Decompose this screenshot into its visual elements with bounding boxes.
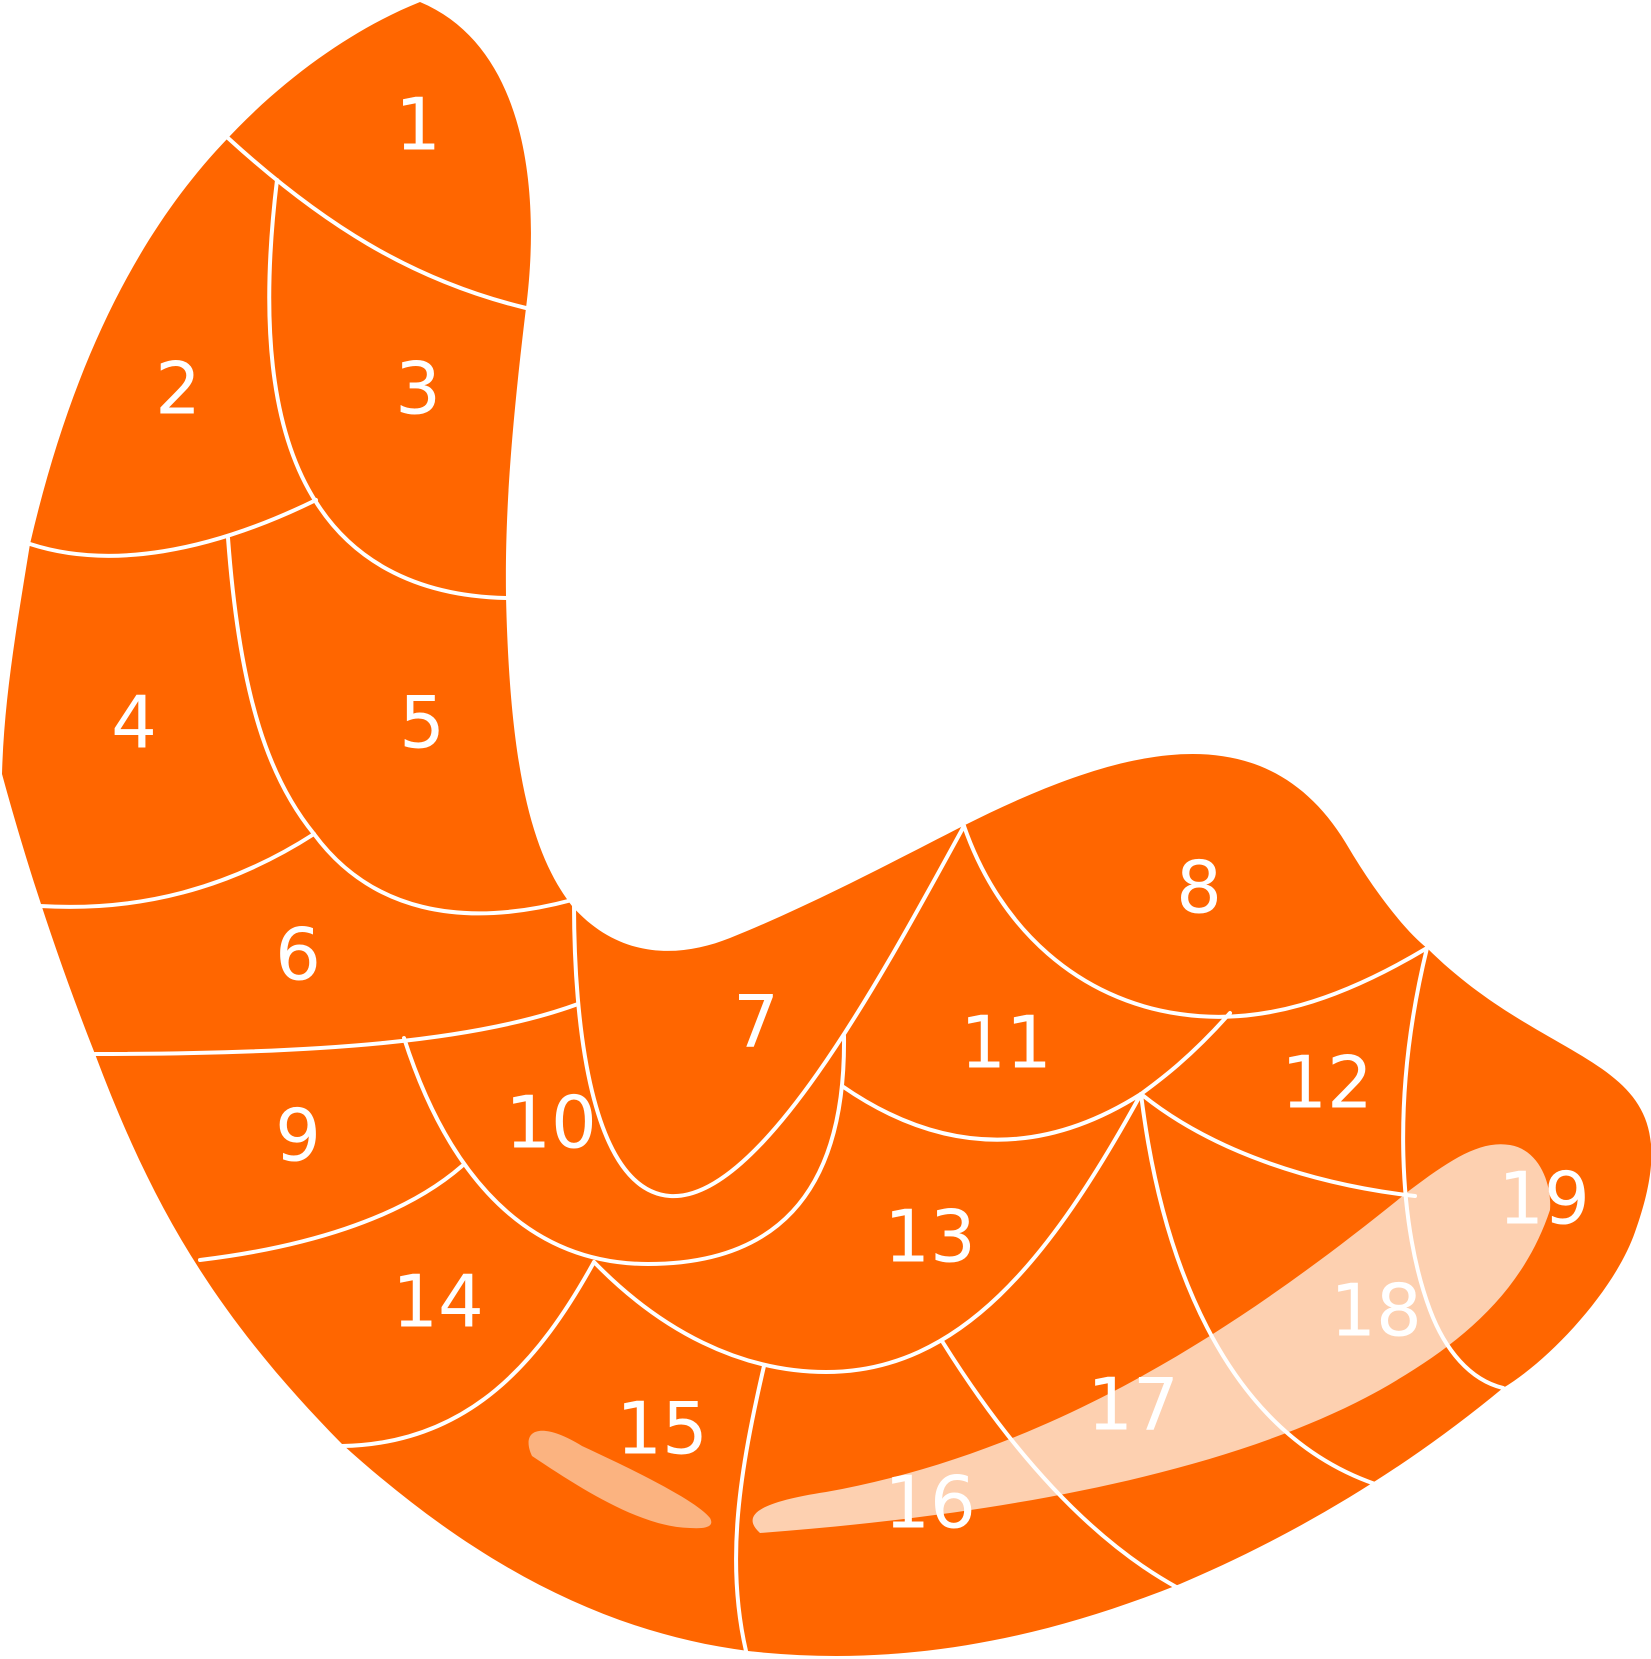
region-label-12: 12 <box>1281 1041 1373 1125</box>
boundary-8-11 <box>962 824 1429 1019</box>
boundary-16-17 <box>940 1339 1180 1590</box>
region-label-10: 10 <box>505 1081 597 1165</box>
boundary-11-13 <box>840 1084 1143 1142</box>
boundary-11-12 <box>1139 1011 1232 1096</box>
region-label-8: 8 <box>1176 846 1222 930</box>
region-label-14: 14 <box>392 1260 484 1344</box>
boundary-4-5 <box>226 536 316 836</box>
boundary-10-13 <box>402 1034 847 1266</box>
region-label-15: 15 <box>616 1387 708 1471</box>
region-labels: 1 2 3 4 5 6 7 8 9 10 11 12 13 14 15 16 1… <box>111 83 1590 1545</box>
boundary-4-6 <box>38 832 316 909</box>
region-label-4: 4 <box>111 681 157 765</box>
boundary-13-15 <box>592 1092 1143 1374</box>
region-label-2: 2 <box>155 347 201 431</box>
boundary-5-6 <box>312 832 574 916</box>
region-label-9: 9 <box>275 1094 321 1178</box>
region-label-11: 11 <box>960 1001 1052 1085</box>
boundary-1-2 <box>226 136 528 310</box>
region-label-18: 18 <box>1330 1269 1422 1353</box>
segment-boundaries <box>28 136 1505 1653</box>
highlight-band-small <box>528 1430 712 1529</box>
highlight-band-large <box>752 1144 1551 1533</box>
boundary-2-4 <box>28 498 318 558</box>
boundary-15-16 <box>734 1364 766 1653</box>
boundary-9-14 <box>198 1164 464 1262</box>
region-label-6: 6 <box>275 913 321 997</box>
region-label-17: 17 <box>1087 1363 1179 1447</box>
boundary-2-3 <box>267 178 508 600</box>
region-label-13: 13 <box>884 1195 976 1279</box>
region-label-3: 3 <box>395 347 441 431</box>
region-label-16: 16 <box>884 1461 976 1545</box>
region-label-1: 1 <box>395 83 441 167</box>
boundary-12-19 <box>1401 946 1505 1390</box>
boundary-6-9 <box>93 1002 580 1056</box>
boundary-7-10 <box>572 824 966 1199</box>
region-label-7: 7 <box>733 980 779 1064</box>
boundary-14-15 <box>340 1260 596 1448</box>
boundary-17-18 <box>1139 1092 1377 1486</box>
region-label-5: 5 <box>399 681 445 765</box>
boundary-12-18 <box>1139 1092 1417 1198</box>
region-label-19: 19 <box>1498 1157 1590 1241</box>
